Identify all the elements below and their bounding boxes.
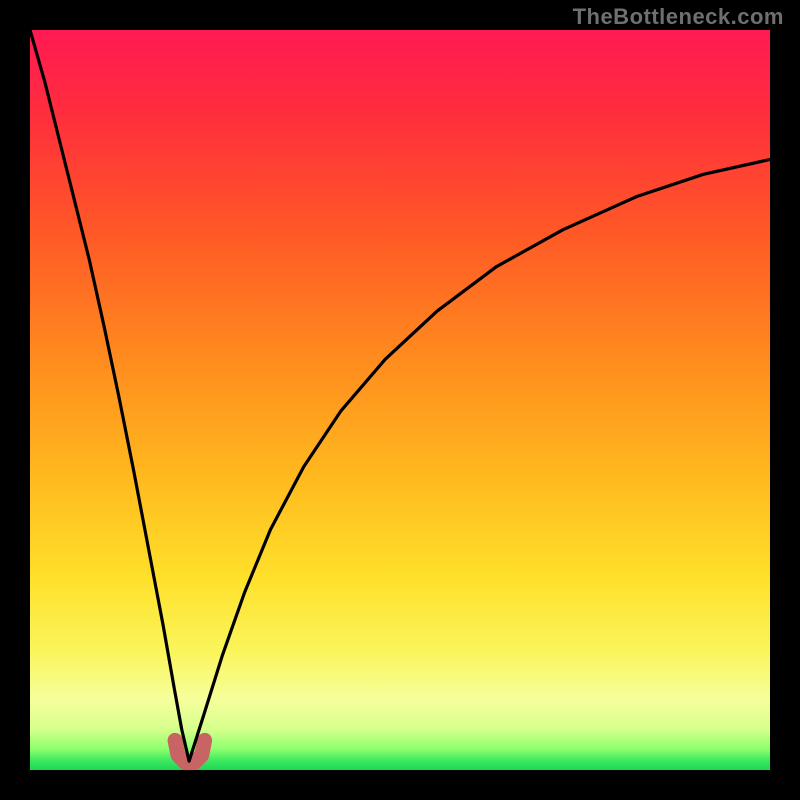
watermark-text: TheBottleneck.com xyxy=(573,4,784,30)
chart-svg xyxy=(0,0,800,800)
chart-stage: TheBottleneck.com xyxy=(0,0,800,800)
plot-background xyxy=(30,30,770,770)
